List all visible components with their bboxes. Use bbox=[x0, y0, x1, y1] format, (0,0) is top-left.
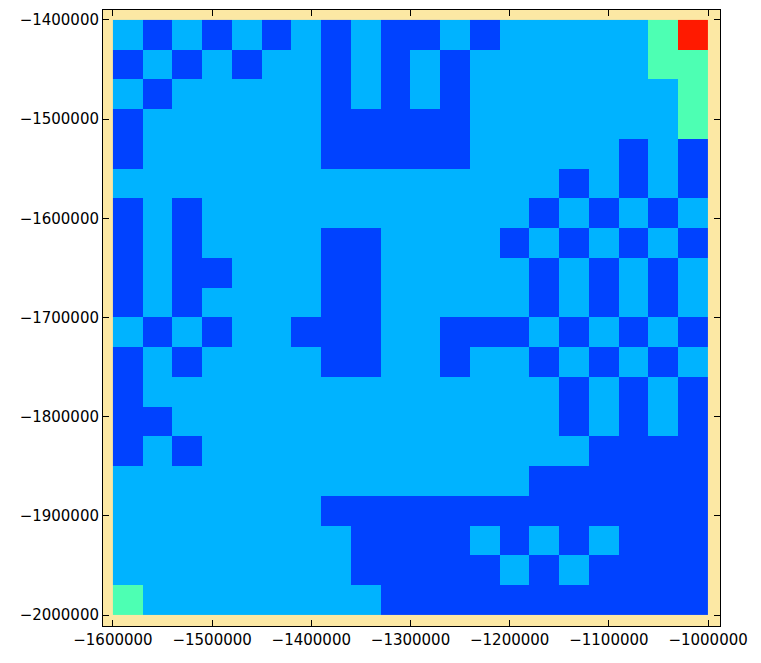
svg-text:−1000000: −1000000 bbox=[668, 631, 747, 649]
svg-text:−1400000: −1400000 bbox=[20, 11, 99, 29]
svg-text:−1400000: −1400000 bbox=[272, 631, 351, 649]
svg-text:−1500000: −1500000 bbox=[20, 110, 99, 128]
svg-text:−1700000: −1700000 bbox=[20, 309, 99, 327]
svg-text:−1900000: −1900000 bbox=[20, 507, 99, 525]
svg-text:−1600000: −1600000 bbox=[20, 210, 99, 228]
svg-text:−2000000: −2000000 bbox=[20, 606, 99, 624]
svg-text:−1300000: −1300000 bbox=[371, 631, 450, 649]
svg-text:−1500000: −1500000 bbox=[172, 631, 251, 649]
svg-text:−1200000: −1200000 bbox=[470, 631, 549, 649]
svg-text:−1800000: −1800000 bbox=[20, 408, 99, 426]
svg-text:−1100000: −1100000 bbox=[569, 631, 648, 649]
svg-text:−1600000: −1600000 bbox=[73, 631, 152, 649]
